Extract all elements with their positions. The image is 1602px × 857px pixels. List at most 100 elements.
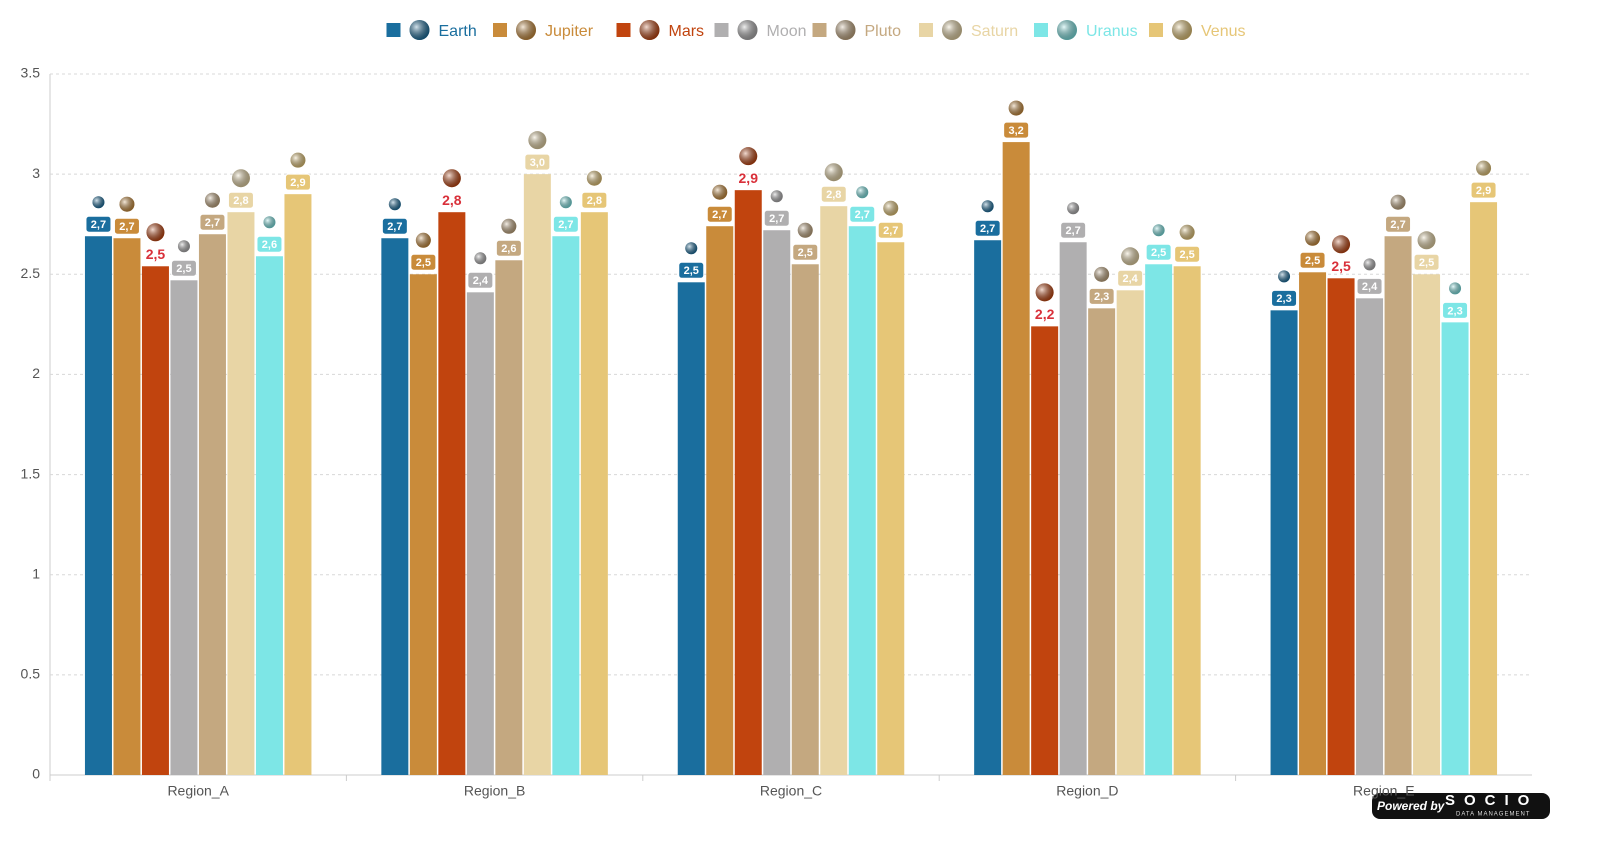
value-label: 3,0 (530, 157, 545, 169)
value-label: 2,5 (146, 246, 166, 262)
bar (84, 236, 112, 775)
value-label-box (1385, 215, 1412, 233)
value-label: 2,7 (855, 209, 870, 221)
bar (1327, 278, 1355, 775)
planet-icon-shade (1094, 266, 1110, 282)
legend-planet-shade (516, 20, 536, 40)
bar (1470, 202, 1498, 775)
value-label: 2,9 (1476, 185, 1491, 197)
value-label: 2,7 (1066, 225, 1081, 237)
planet-icon-shade (204, 192, 220, 208)
value-label: 2,8 (587, 195, 602, 207)
bar (381, 238, 409, 776)
value-label: 2,7 (387, 221, 402, 233)
y-tick-label: 3.5 (21, 65, 41, 81)
brand: SOCIO (1445, 792, 1538, 809)
bar (466, 292, 494, 775)
value-label: 2,3 (1094, 291, 1109, 303)
bar (791, 264, 819, 775)
value-label: 3,2 (1009, 125, 1024, 137)
legend-swatch (812, 23, 827, 37)
value-label: 2,7 (980, 223, 995, 235)
value-label-box (1470, 181, 1497, 199)
value-label-box (678, 261, 705, 279)
value-label-box (1271, 289, 1298, 307)
planet-icon-shade (770, 190, 783, 203)
planet-icon-shade (981, 200, 994, 213)
value-label-box (1003, 121, 1030, 139)
value-label-box (284, 173, 311, 191)
planet-icon-shade (388, 198, 401, 211)
value-label-box (1145, 243, 1172, 261)
legend-planet-shade (409, 20, 430, 40)
value-label: 2,5 (684, 265, 699, 277)
bar (1031, 326, 1059, 775)
value-label-box (849, 205, 876, 223)
planet-icon-shade (1035, 283, 1054, 302)
x-tick-label: Region_D (1056, 783, 1118, 799)
bar (284, 194, 312, 775)
bar (1270, 310, 1298, 775)
bar (1145, 264, 1173, 775)
planet-icon-shade (1390, 194, 1406, 210)
value-label-box (113, 217, 140, 235)
bar (1088, 308, 1116, 775)
legend-planet-shade (835, 20, 856, 40)
bar (227, 212, 255, 775)
planet-icon-shade (1179, 224, 1195, 240)
x-tick-label: Region_B (464, 783, 526, 799)
planet-icon-shade (685, 242, 698, 255)
value-label: 2,8 (442, 192, 462, 208)
planet-icon-shade (119, 196, 135, 212)
y-tick-label: 2.5 (21, 265, 41, 281)
bar (1173, 266, 1201, 775)
value-label: 2,5 (1151, 247, 1166, 259)
value-label: 2,5 (1331, 258, 1351, 274)
bar (113, 238, 141, 776)
value-label: 2,7 (883, 225, 898, 237)
value-label-box (974, 219, 1001, 237)
bar (170, 280, 198, 775)
planet-icon-shade (586, 170, 602, 186)
legend-planet-shade (942, 20, 962, 40)
legend-label: Mars (669, 23, 705, 40)
bar (1116, 290, 1144, 775)
planet-icon-shade (501, 218, 517, 234)
bar (1002, 142, 1030, 775)
bar (677, 282, 705, 775)
value-label: 2,5 (798, 247, 813, 259)
value-label-box (381, 217, 408, 235)
bar (877, 242, 905, 776)
value-label: 2,5 (1419, 257, 1434, 269)
planet-icon-shade (231, 169, 250, 188)
planet-icon-shade (1008, 100, 1024, 116)
bar (141, 266, 169, 775)
bar (580, 212, 608, 775)
legend-planet-shade (1057, 20, 1077, 40)
value-label: 2,5 (416, 257, 431, 269)
value-label: 2,6 (262, 239, 277, 251)
y-tick-label: 1 (32, 565, 40, 581)
value-label-box (763, 209, 790, 227)
bar (1356, 298, 1384, 775)
planet-icon-shade (712, 184, 728, 200)
bar (1441, 322, 1469, 775)
planet-icon-shade (1121, 247, 1140, 266)
planet-icon-shade (177, 240, 190, 253)
planet-icon-shade (1332, 235, 1351, 254)
bar (523, 174, 551, 776)
planet-icon-shade (474, 252, 487, 265)
planet-icon-shade (797, 222, 813, 238)
bar (706, 226, 734, 775)
legend-label: Earth (439, 23, 477, 40)
planet-icon-shade (1278, 270, 1291, 283)
value-label: 2,7 (91, 219, 106, 231)
value-label: 2,7 (205, 217, 220, 229)
legend-label: Moon (767, 23, 807, 40)
value-label-box (227, 191, 254, 209)
value-label-box (792, 243, 819, 261)
value-label-box (170, 259, 197, 277)
bar (198, 234, 226, 775)
value-label: 2,7 (119, 221, 134, 233)
y-tick-label: 1.5 (21, 465, 41, 481)
